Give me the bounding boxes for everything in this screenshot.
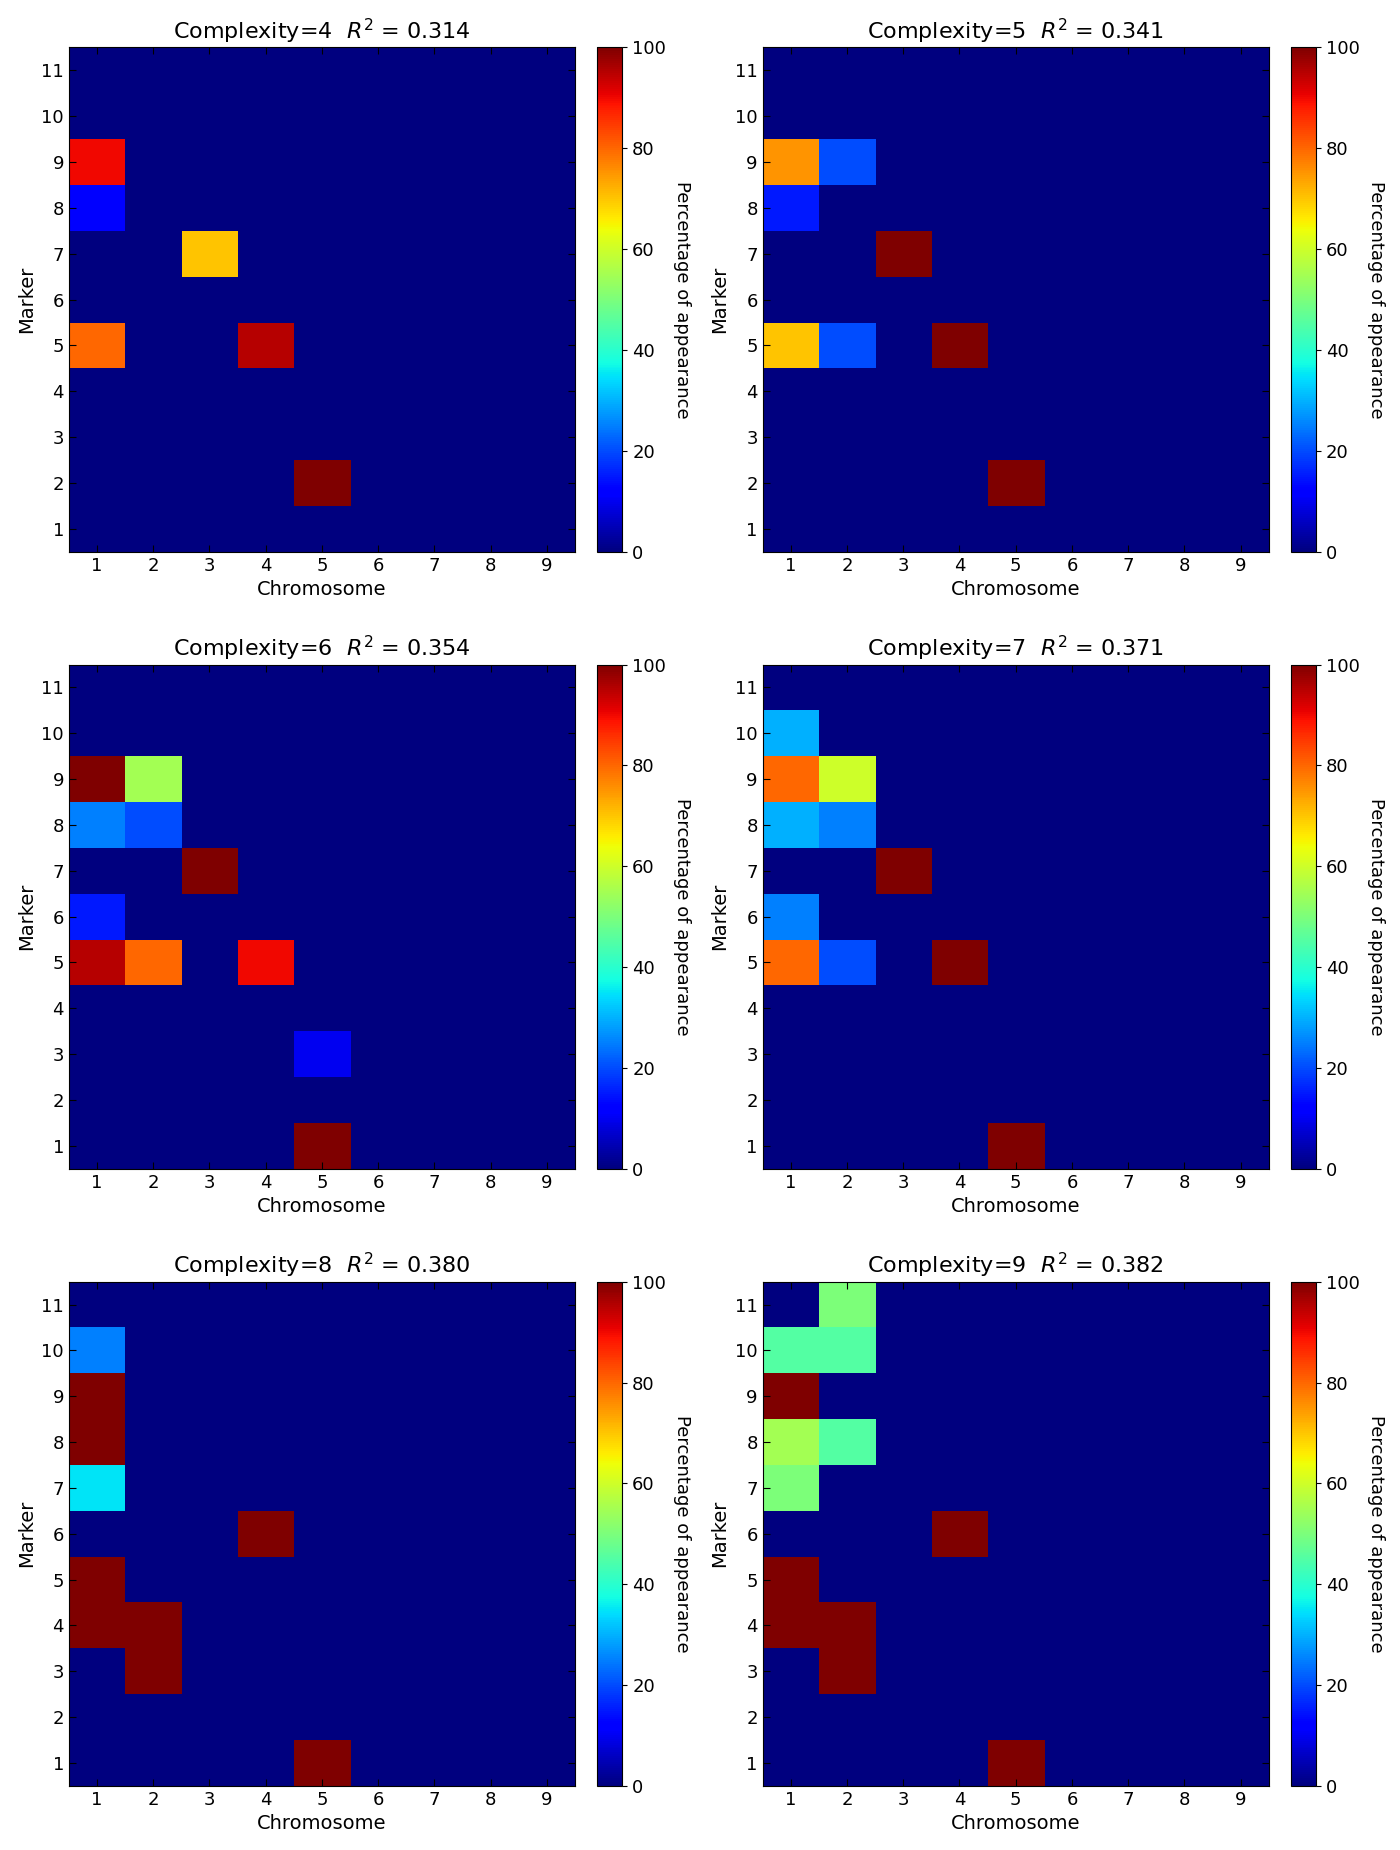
Title: Complexity=5  $R^2$ = 0.341: Complexity=5 $R^2$ = 0.341 xyxy=(867,17,1165,46)
X-axis label: Chromosome: Chromosome xyxy=(951,1815,1081,1833)
X-axis label: Chromosome: Chromosome xyxy=(951,1197,1081,1215)
Y-axis label: Marker: Marker xyxy=(710,882,729,951)
Y-axis label: Percentage of appearance: Percentage of appearance xyxy=(1366,797,1385,1036)
Y-axis label: Marker: Marker xyxy=(17,882,35,951)
Title: Complexity=9  $R^2$ = 0.382: Complexity=9 $R^2$ = 0.382 xyxy=(868,1251,1163,1280)
Y-axis label: Marker: Marker xyxy=(17,266,35,333)
Y-axis label: Percentage of appearance: Percentage of appearance xyxy=(673,181,692,418)
X-axis label: Chromosome: Chromosome xyxy=(951,581,1081,599)
Y-axis label: Percentage of appearance: Percentage of appearance xyxy=(673,797,692,1036)
X-axis label: Chromosome: Chromosome xyxy=(258,1197,386,1215)
Title: Complexity=4  $R^2$ = 0.314: Complexity=4 $R^2$ = 0.314 xyxy=(174,17,470,46)
Title: Complexity=6  $R^2$ = 0.354: Complexity=6 $R^2$ = 0.354 xyxy=(174,635,470,662)
Title: Complexity=7  $R^2$ = 0.371: Complexity=7 $R^2$ = 0.371 xyxy=(867,635,1165,662)
Y-axis label: Percentage of appearance: Percentage of appearance xyxy=(673,1415,692,1652)
Title: Complexity=8  $R^2$ = 0.380: Complexity=8 $R^2$ = 0.380 xyxy=(174,1251,470,1280)
Y-axis label: Marker: Marker xyxy=(17,1500,35,1567)
Y-axis label: Marker: Marker xyxy=(710,266,729,333)
X-axis label: Chromosome: Chromosome xyxy=(258,1815,386,1833)
Y-axis label: Percentage of appearance: Percentage of appearance xyxy=(1366,181,1385,418)
Y-axis label: Percentage of appearance: Percentage of appearance xyxy=(1366,1415,1385,1652)
Y-axis label: Marker: Marker xyxy=(710,1500,729,1567)
X-axis label: Chromosome: Chromosome xyxy=(258,581,386,599)
